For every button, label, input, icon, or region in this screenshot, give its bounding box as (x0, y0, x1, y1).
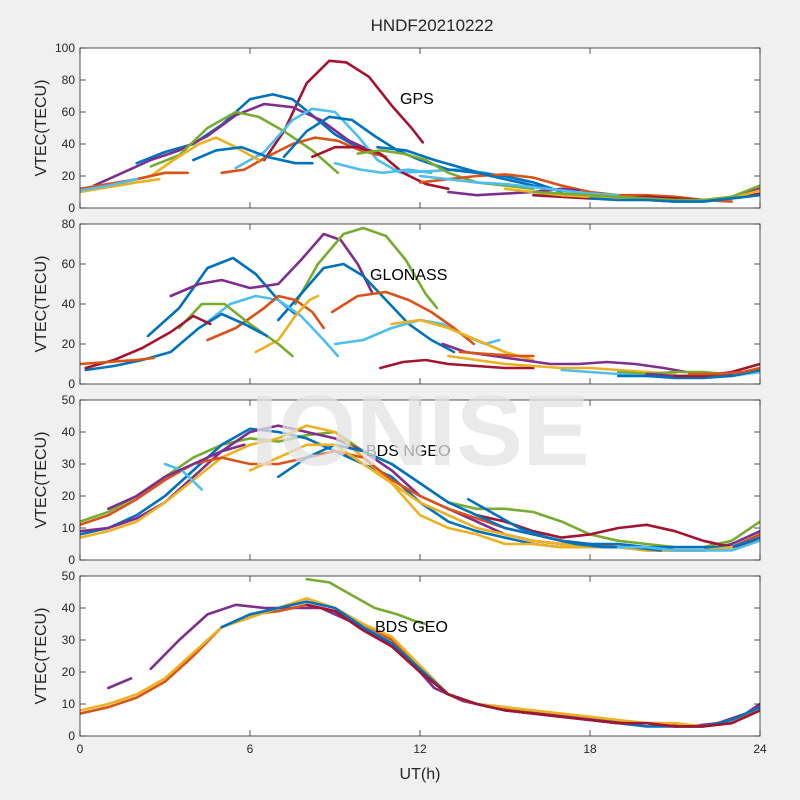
subplot-2: 0 20 40 60 80 VTEC(TECU) GLONASS (33, 217, 761, 391)
series-line-16 (447, 187, 580, 197)
y-tick-label: 10 (62, 521, 76, 535)
y-tick-label: 20 (62, 337, 76, 351)
x-axis-label: UT(h) (400, 766, 441, 783)
x-tick-label: 18 (583, 742, 597, 756)
y-tick-label: 0 (68, 377, 75, 391)
series-line-12 (617, 539, 760, 552)
series-line-3 (92, 102, 379, 187)
series-line-3 (294, 226, 439, 310)
y-tick-label: 40 (62, 601, 76, 615)
series-line-17 (447, 354, 677, 376)
series-group (80, 424, 760, 552)
panel-label: BDS NGEO (366, 443, 450, 460)
series-line-2 (135, 93, 359, 165)
series-line-10 (390, 318, 535, 362)
series-line-14 (418, 173, 733, 203)
panel-label: GPS (400, 91, 434, 108)
x-tick-label: 0 (77, 742, 84, 756)
y-tick-label: 40 (62, 137, 76, 151)
y-tick-label: 20 (62, 489, 76, 503)
series-line-24 (687, 366, 760, 376)
y-tick-label: 60 (62, 105, 76, 119)
series-line-7 (149, 136, 260, 178)
series-group (80, 59, 760, 203)
series-line-19 (617, 370, 728, 376)
series-line-5 (203, 294, 340, 358)
x-tick-label: 24 (753, 742, 767, 756)
figure-title: HNDF20210222 (371, 16, 494, 35)
y-axis-label: VTEC(TECU) (33, 608, 50, 705)
series-line-9 (254, 294, 320, 354)
series-line-18 (458, 350, 535, 358)
y-tick-label: 20 (62, 169, 76, 183)
y-tick-label: 30 (62, 457, 76, 471)
y-tick-label: 80 (62, 73, 76, 87)
series-group (80, 577, 760, 728)
panel-label: GLONASS (370, 267, 447, 284)
series-line-9 (107, 443, 246, 511)
series-line-7 (206, 294, 325, 342)
y-tick-label: 0 (68, 201, 75, 215)
x-tick-label: 6 (247, 742, 254, 756)
series-line-11 (177, 302, 294, 358)
series-line-4 (149, 110, 340, 175)
y-tick-label: 0 (68, 729, 75, 743)
series-line-7 (277, 443, 760, 549)
y-tick-label: 30 (62, 633, 76, 647)
series-line-6 (475, 513, 760, 549)
watermark: IONISE (251, 375, 590, 487)
panel-label: BDS GEO (375, 619, 448, 636)
y-axis-label: VTEC(TECU) (33, 256, 50, 353)
series-line-13 (84, 312, 269, 372)
plot-area (80, 48, 760, 208)
series-line-8 (330, 290, 476, 346)
series-line-15 (80, 356, 155, 366)
series-line-2 (107, 677, 133, 690)
series-line-23 (80, 177, 161, 194)
series-group (80, 226, 760, 380)
y-tick-label: 100 (55, 41, 75, 55)
series-line-4 (277, 262, 456, 354)
x-tick-label: 12 (413, 742, 427, 756)
series-line-22 (588, 193, 760, 203)
y-tick-label: 50 (62, 393, 76, 407)
series-line-6 (220, 136, 388, 175)
series-line-11 (311, 145, 450, 191)
y-tick-label: 40 (62, 297, 76, 311)
series-line-7 (305, 603, 760, 728)
series-line-22 (617, 368, 760, 380)
subplot-4: 0 10 20 30 40 50 0 6 12 18 24 VTEC(TECU) UT(h) BDS GE… (33, 569, 767, 783)
series-line-16 (379, 358, 535, 370)
plot-area (80, 576, 760, 736)
series-line-17 (418, 174, 620, 197)
series-line-21 (532, 184, 760, 202)
y-tick-label: 0 (68, 553, 75, 567)
series-line-1 (305, 577, 427, 626)
y-tick-label: 50 (62, 569, 76, 583)
plot-area (80, 224, 760, 384)
series-line-12 (333, 161, 433, 175)
y-axis-label: VTEC(TECU) (33, 80, 50, 177)
series-line-13 (356, 149, 535, 191)
subplot-3: 0 10 20 30 40 50 VTEC(TECU) BDS NGEO (33, 393, 761, 567)
y-tick-label: 60 (62, 257, 76, 271)
y-tick-label: 20 (62, 665, 76, 679)
subplot-1: 0 20 40 60 80 100 VTEC(TECU) GPS (33, 41, 761, 215)
series-line-2 (169, 232, 374, 298)
series-line-10 (192, 145, 314, 165)
series-line-1 (262, 59, 425, 162)
y-axis-label: VTEC(TECU) (33, 432, 50, 529)
series-line-24 (80, 177, 138, 192)
y-tick-label: 10 (62, 697, 76, 711)
y-tick-label: 40 (62, 425, 76, 439)
y-tick-label: 80 (62, 217, 76, 231)
